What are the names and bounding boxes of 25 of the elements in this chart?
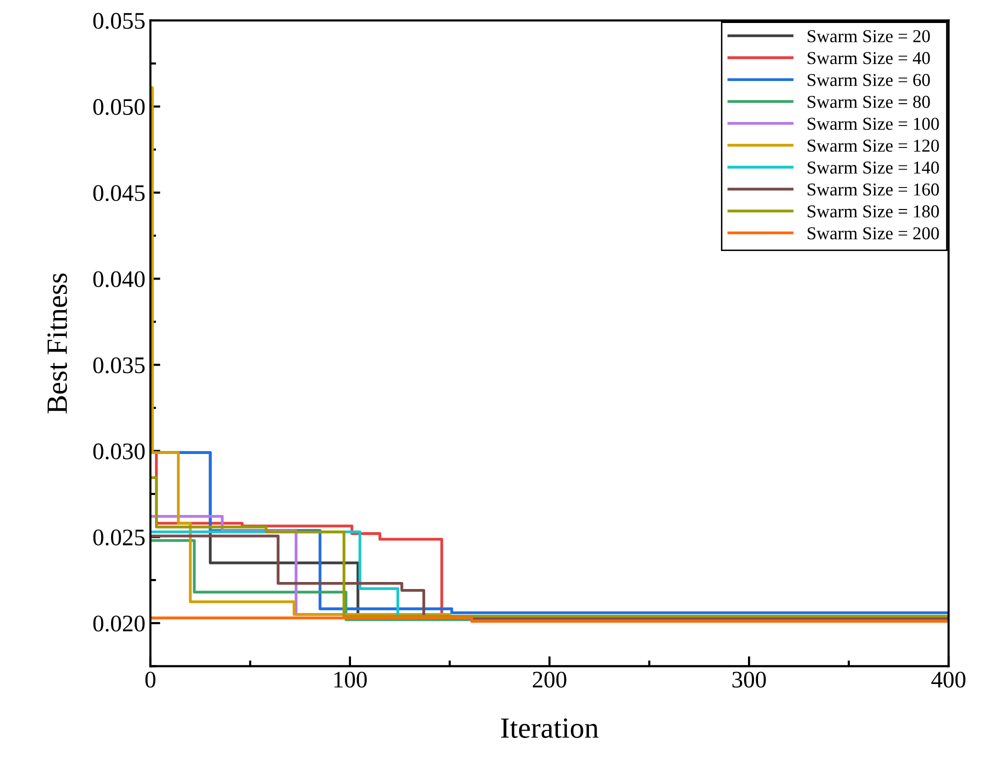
y-tick-label: 0.045: [93, 185, 145, 202]
legend-label: Swarm Size = 120: [808, 140, 939, 152]
legend-label: Swarm Size = 200: [808, 227, 939, 240]
x-tick-label: 200: [532, 672, 566, 688]
legend-label: Swarm Size = 180: [808, 205, 939, 218]
y-axis-title: Best Fitness: [47, 273, 68, 414]
y-tick-label: 0.040: [93, 271, 145, 288]
legend-label: Swarm Size = 100: [808, 118, 939, 130]
y-tick-label: 0.055: [93, 12, 145, 29]
y-tick-label: 0.025: [93, 530, 145, 546]
legend-label: Swarm Size = 60: [808, 74, 930, 86]
x-tick-label: 400: [931, 672, 966, 688]
legend-label: Swarm Size = 160: [808, 183, 939, 196]
x-axis-title: Iteration: [501, 718, 598, 738]
legend-label: Swarm Size = 40: [808, 52, 930, 64]
y-tick-label: 0.030: [93, 443, 145, 460]
legend-label: Swarm Size = 80: [808, 96, 930, 108]
y-tick-label: 0.035: [93, 357, 145, 374]
legend-label: Swarm Size = 20: [808, 30, 930, 42]
x-tick-label: 300: [732, 672, 766, 688]
legend-label: Swarm Size = 140: [808, 162, 939, 174]
x-tick-label: 0: [145, 672, 156, 688]
x-tick-label: 100: [334, 672, 367, 688]
y-tick-label: 0.050: [93, 99, 145, 116]
y-tick-label: 0.020: [93, 616, 145, 632]
